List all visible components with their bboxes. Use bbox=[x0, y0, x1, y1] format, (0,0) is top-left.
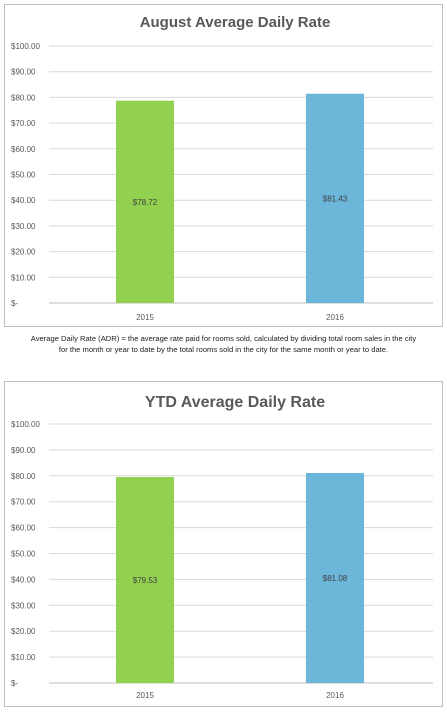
y-tick-label: $- bbox=[11, 299, 18, 308]
august-adr-chart-panel: August Average Daily Rate $- $10.00 $20.00 $… bbox=[4, 4, 443, 327]
chart-title: August Average Daily Rate bbox=[140, 14, 331, 31]
y-tick-label: $100.00 bbox=[11, 420, 40, 429]
x-category-label: 2015 bbox=[136, 313, 154, 322]
data-label: $81.08 bbox=[323, 574, 348, 583]
y-tick-label: $50.00 bbox=[11, 550, 36, 559]
bar-2016 bbox=[306, 473, 364, 683]
y-tick-label: $70.00 bbox=[11, 119, 36, 128]
bar-2016 bbox=[306, 93, 364, 303]
august-adr-chart: August Average Daily Rate $- $10.00 $20.00 $… bbox=[11, 14, 433, 322]
data-label: $79.53 bbox=[133, 576, 158, 585]
y-tick-label: $90.00 bbox=[11, 446, 36, 455]
bar-2015 bbox=[116, 100, 174, 303]
y-tick-label: $30.00 bbox=[11, 222, 36, 231]
y-tick-label: $90.00 bbox=[11, 68, 36, 77]
bar-2015 bbox=[116, 477, 174, 683]
y-tick-label: $40.00 bbox=[11, 196, 36, 205]
y-tick-label: $30.00 bbox=[11, 601, 36, 610]
y-tick-label: $10.00 bbox=[11, 273, 36, 282]
ytd-adr-chart: YTD Average Daily Rate $- $10.00 $20.00 $30.… bbox=[11, 394, 433, 700]
adr-definition-note: Average Daily Rate (ADR) = the average r… bbox=[0, 333, 447, 355]
y-tick-label: $100.00 bbox=[11, 42, 40, 51]
data-label: $78.72 bbox=[133, 198, 158, 207]
x-category-label: 2015 bbox=[136, 691, 154, 700]
adr-definition-line-1: Average Daily Rate (ADR) = the average r… bbox=[30, 334, 417, 343]
y-tick-label: $20.00 bbox=[11, 248, 36, 257]
y-tick-label: $80.00 bbox=[11, 472, 36, 481]
y-tick-label: $60.00 bbox=[11, 524, 36, 533]
y-tick-label: $80.00 bbox=[11, 93, 36, 102]
y-tick-label: $70.00 bbox=[11, 498, 36, 507]
y-tick-label: $40.00 bbox=[11, 575, 36, 584]
chart-title: YTD Average Daily Rate bbox=[145, 394, 325, 411]
x-category-label: 2016 bbox=[326, 691, 344, 700]
x-category-label: 2016 bbox=[326, 313, 344, 322]
y-tick-label: $- bbox=[11, 679, 18, 688]
y-tick-label: $20.00 bbox=[11, 627, 36, 636]
y-tick-label: $50.00 bbox=[11, 171, 36, 180]
y-tick-label: $10.00 bbox=[11, 653, 36, 662]
adr-definition-line-2: for the month or year to date by the tot… bbox=[58, 345, 389, 354]
data-label: $81.43 bbox=[323, 194, 348, 203]
y-tick-label: $60.00 bbox=[11, 145, 36, 154]
ytd-adr-chart-panel: YTD Average Daily Rate $- $10.00 $20.00 $30.… bbox=[4, 381, 443, 707]
